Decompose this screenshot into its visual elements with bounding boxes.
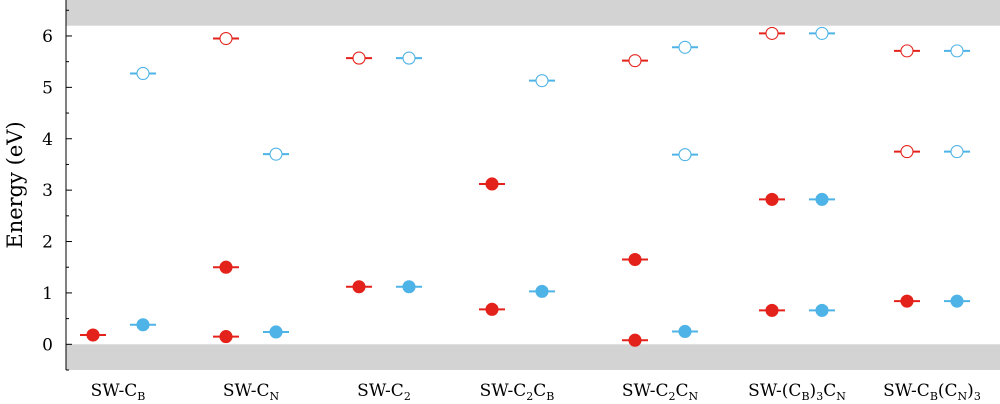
occupied-level-marker	[765, 192, 779, 206]
unoccupied-level-marker	[402, 51, 416, 65]
occupied-level-marker	[815, 192, 829, 206]
unoccupied-level-marker	[535, 74, 549, 88]
occupied-level-marker	[628, 252, 642, 267]
occupied-level-marker	[485, 302, 499, 316]
x-category-label: SW-C2	[357, 381, 411, 403]
x-category-label: SW-CB(CN)3	[883, 381, 981, 403]
occupied-level-marker	[950, 294, 964, 308]
y-axis-title: Energy (eV)	[3, 121, 27, 248]
unoccupied-level-marker	[219, 31, 233, 46]
category-labels: SW-CB SW-CN SW-C2 SW-C2CB SW-C2CN SW-(CB)3CN S…	[91, 381, 981, 403]
y-tick-label: 3	[42, 181, 53, 201]
occupied-level-marker	[485, 177, 499, 191]
unoccupied-level-marker	[678, 148, 692, 162]
unoccupied-level-marker	[765, 26, 779, 40]
occupied-level-marker	[86, 328, 100, 342]
unoccupied-level-marker	[950, 44, 964, 58]
occupied-level-marker	[815, 303, 829, 317]
occupied-level-marker	[628, 333, 642, 347]
occupied-level-marker	[765, 303, 779, 317]
occupied-level-marker	[352, 280, 366, 294]
y-tick-label: 0	[42, 335, 53, 355]
occupied-level-marker	[402, 280, 416, 294]
occupied-level-marker	[219, 260, 233, 274]
unoccupied-level-marker	[815, 26, 829, 40]
occupied-level-marker	[136, 318, 150, 332]
unoccupied-level-marker	[900, 145, 914, 159]
x-category-label: SW-CN	[223, 381, 280, 403]
x-category-label: SW-C2CB	[480, 381, 555, 403]
y-tick-label: 2	[42, 233, 53, 253]
unoccupied-level-marker	[678, 40, 692, 54]
y-tick-label: 6	[42, 27, 53, 47]
unoccupied-level-marker	[269, 147, 283, 161]
y-axis: 0 1 2 3 4 5 6	[42, 0, 72, 371]
y-tick-label: 4	[42, 130, 53, 150]
occupied-level-marker	[535, 284, 549, 298]
occupied-level-marker	[900, 294, 914, 308]
occupied-level-marker	[219, 330, 233, 344]
y-tick-label: 5	[42, 78, 53, 98]
gray-bands	[66, 0, 1000, 370]
x-category-label: SW-(CB)3CN	[748, 381, 846, 403]
y-tick-label: 1	[42, 284, 53, 304]
occupied-level-marker	[678, 324, 692, 339]
gray-band	[66, 0, 1000, 26]
unoccupied-level-marker	[628, 54, 642, 68]
unoccupied-level-marker	[950, 145, 964, 159]
unoccupied-level-marker	[352, 51, 366, 65]
x-category-label: SW-C2CN	[622, 381, 699, 403]
occupied-level-marker	[269, 325, 283, 339]
energy-level-marks	[80, 26, 970, 347]
x-category-label: SW-CB	[91, 381, 146, 403]
unoccupied-level-marker	[900, 44, 914, 58]
unoccupied-level-marker	[136, 66, 150, 81]
gray-band	[66, 344, 1000, 370]
